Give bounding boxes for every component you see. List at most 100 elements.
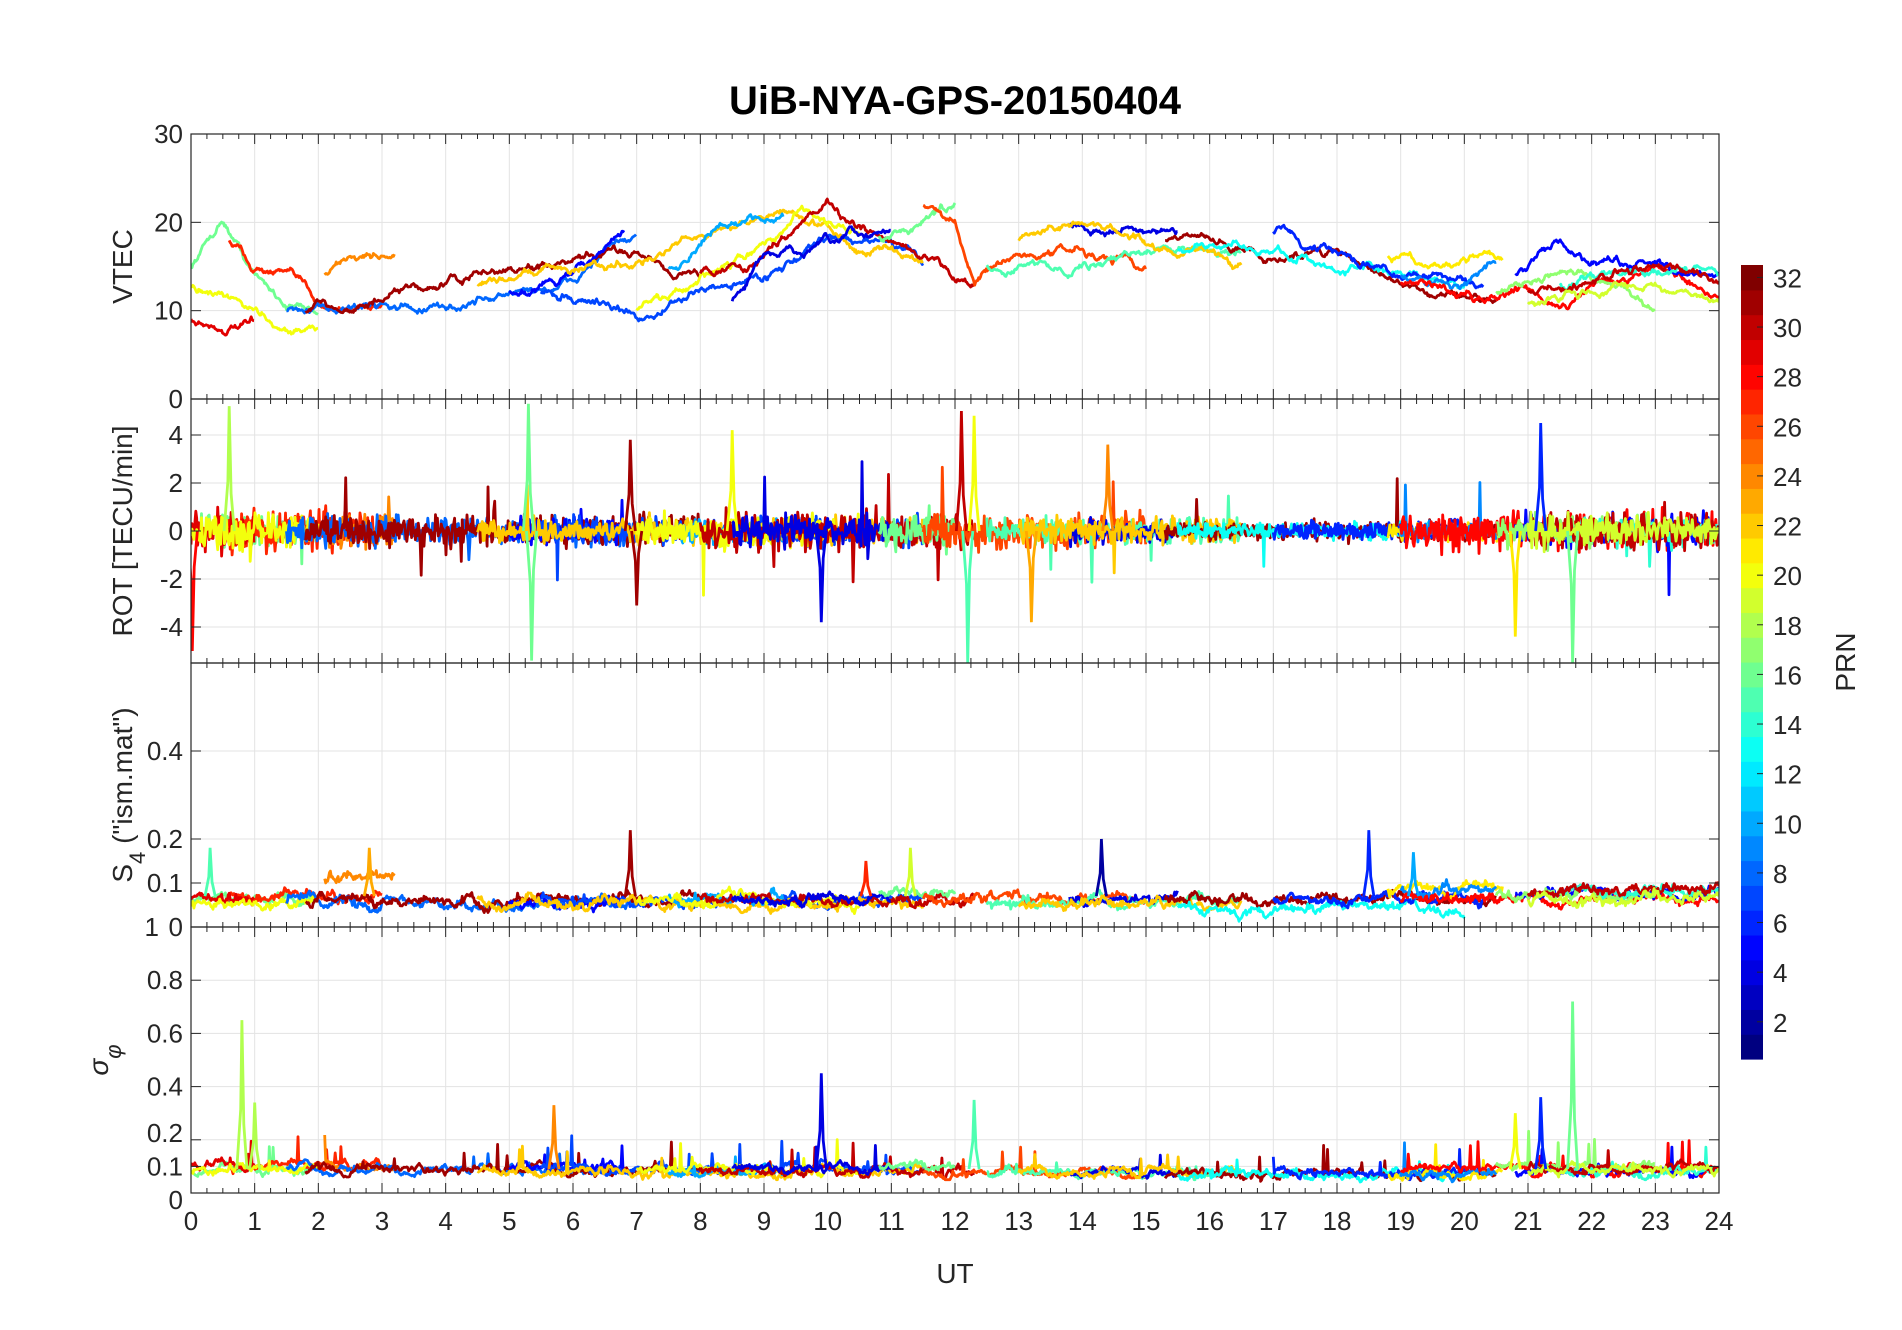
y-axis-label: S4 ("ism.mat") [107,707,150,882]
y-axis-label-rest: ("ism.mat") [107,707,138,851]
series-prn-30-s4 [1526,881,1719,899]
series-prn-16-sigma [878,1158,956,1173]
series-group [191,830,1719,923]
colorbar-tick-label: 20 [1773,561,1802,591]
colorbar-segment-31 [1741,289,1763,316]
spike-prn-19-s4 [903,847,917,897]
spike-prn-20-rot [725,430,739,532]
y-tick-label: 0.4 [147,736,183,766]
y-axis-label-main: S [107,864,138,883]
colorbar-segment-22 [1741,513,1763,539]
x-tick-label: 10 [813,1206,842,1236]
x-tick-label: 24 [1705,1206,1734,1236]
spike-prn-15-rot [961,530,975,663]
series-prn-21-s4 [1386,879,1504,901]
y-tick-label: 0 [169,384,183,414]
colorbar-segment-19 [1741,587,1763,613]
series-prn-19-s4 [1526,887,1719,909]
colorbar-segment-21 [1741,537,1763,564]
colorbar-tick-label: 28 [1773,363,1802,393]
x-tick-label: 8 [693,1206,707,1236]
x-tick-label: 5 [502,1206,516,1236]
series-prn-21-vtec [1386,249,1504,270]
x-tick-label: 2 [311,1206,325,1236]
x-tick-label: 11 [878,1206,905,1236]
colorbar-segment-12 [1741,761,1763,787]
spike-prn-16-rot [521,403,535,532]
panel-rot: -4 -2 0 2 4 ROT [TECU/min] [107,398,1720,664]
series-prn-19-vtec [1526,281,1719,307]
panel-vtec: 0 10 20 30 VTEC [107,119,1720,414]
colorbar-tick-label: 26 [1773,412,1802,442]
series-prn-20-s4 [191,894,319,912]
x-tick-label: 0 [184,1206,198,1236]
x-tick-label: 7 [629,1206,643,1236]
spike-prn-16-rot [525,530,539,661]
y-tick-label: 1 [145,912,159,942]
series-prn-20-vtec [635,204,861,312]
series-prn-20-vtec [191,283,319,336]
spike-prn-18-sigma [248,1102,262,1170]
series-prn-19-rot [1526,510,1719,554]
spike-prn-31-rot [630,530,644,606]
spike-prn-23-s4 [362,847,376,897]
spike-prn-24-sigma [547,1105,561,1170]
y-tick-label: -2 [160,564,183,594]
y-tick-label: 0.4 [147,1072,183,1102]
spike-prn-30-rot [954,410,968,532]
spike-prn-18-rot [222,406,236,532]
series-prn-9-vtec [1400,259,1497,291]
series-prn-4-vtec [730,225,892,302]
spike-prn-6-rot [1534,422,1548,532]
y-tick-label: -4 [160,612,183,642]
spike-prn-24-rot [1101,444,1115,532]
y-tick-label: 0.1 [147,1151,183,1181]
x-tick-label: 14 [1068,1206,1097,1236]
x-tick-label: 4 [438,1206,452,1236]
y-tick-label: 0 [169,516,183,546]
x-tick-label: 16 [1195,1206,1224,1236]
x-tick-label: 13 [1004,1206,1033,1236]
spike-prn-16-sigma [1566,1001,1580,1170]
series-prn-13-s4 [1176,898,1466,923]
spike-prn-10-s4 [1406,852,1420,897]
x-tick-label: 9 [757,1206,771,1236]
colorbar-tick-label: 18 [1773,611,1802,641]
series-prn-30-sigma [1527,1149,1719,1176]
series-prn-5-vtec [508,229,626,297]
colorbar-tick-label: 32 [1773,263,1802,293]
x-tick-label: 15 [1132,1206,1161,1236]
spike-prn-20-rot [967,415,981,532]
series-prn-30-vtec [698,197,975,289]
spike-prn-6-sigma [1534,1097,1548,1170]
series-prn-24-s4 [323,869,396,885]
x-tick-label: 17 [1259,1206,1288,1236]
y-tick-label: 0 [169,912,183,942]
colorbar-segment-9 [1741,835,1763,862]
spike-prn-18-sigma [235,1020,249,1170]
series-prn-6-vtec [1272,223,1485,290]
series-prn-24-vtec [323,251,396,276]
spike-prn-15-sigma [967,1099,981,1170]
colorbar-segment-4 [1741,959,1763,986]
series-prn-19-sigma [1526,1160,1719,1179]
series-prn-16-s4 [878,885,957,899]
spike-prn-31-s4 [623,830,637,897]
spike-prn-4-rot [814,530,828,623]
series-prn-16-vtec [191,220,319,316]
spike-prn-21-rot [1508,530,1522,637]
y-axis-label: ROT [TECU/min] [107,425,138,636]
y-tick-label: 20 [154,207,183,237]
series-prn-7-vtec [539,233,925,323]
y-tick-label: 0 [169,1185,183,1215]
series-prn-30-s4 [698,892,975,910]
colorbar-segment-28 [1741,364,1763,390]
series-prn-29-vtec [191,315,255,337]
colorbar-tick-label: 22 [1773,512,1802,542]
y-tick-label: 4 [169,420,183,450]
y-tick-label: 10 [154,296,183,326]
colorbar-tick-label: 4 [1773,958,1787,988]
series-prn-20-sigma [191,1159,320,1177]
x-tick-label: 12 [941,1206,970,1236]
spike-prn-20-sigma [1508,1113,1522,1170]
